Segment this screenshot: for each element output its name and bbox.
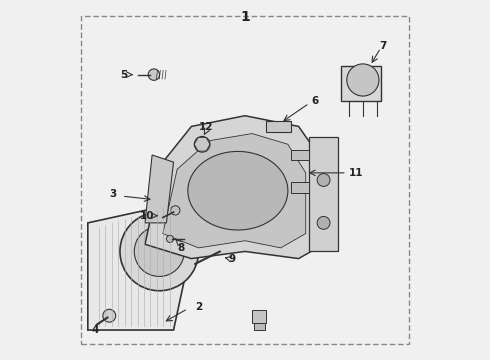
Polygon shape (254, 323, 265, 330)
Text: 5: 5 (120, 69, 127, 80)
Circle shape (134, 226, 184, 276)
Text: 8: 8 (177, 243, 184, 252)
Ellipse shape (188, 152, 288, 230)
Circle shape (171, 206, 180, 215)
Polygon shape (292, 182, 309, 193)
Polygon shape (88, 198, 202, 330)
Text: 11: 11 (348, 168, 363, 178)
Text: 10: 10 (140, 211, 154, 221)
Text: 7: 7 (379, 41, 386, 51)
Polygon shape (145, 155, 173, 223)
Circle shape (120, 212, 198, 291)
Circle shape (148, 69, 160, 80)
Text: 4: 4 (92, 325, 99, 335)
Text: 2: 2 (195, 302, 202, 312)
Circle shape (317, 216, 330, 229)
Polygon shape (342, 66, 381, 102)
Polygon shape (292, 150, 309, 160)
Polygon shape (252, 310, 267, 323)
Circle shape (317, 174, 330, 186)
Text: 1: 1 (240, 10, 250, 24)
Circle shape (103, 309, 116, 322)
Polygon shape (309, 137, 338, 251)
Text: 6: 6 (311, 96, 318, 107)
Polygon shape (145, 116, 323, 258)
Circle shape (167, 235, 173, 243)
Polygon shape (267, 121, 292, 132)
Text: 12: 12 (198, 122, 213, 132)
Circle shape (347, 64, 379, 96)
Circle shape (194, 136, 210, 152)
Text: 3: 3 (109, 189, 117, 199)
Polygon shape (163, 134, 306, 248)
Text: 9: 9 (229, 253, 236, 264)
